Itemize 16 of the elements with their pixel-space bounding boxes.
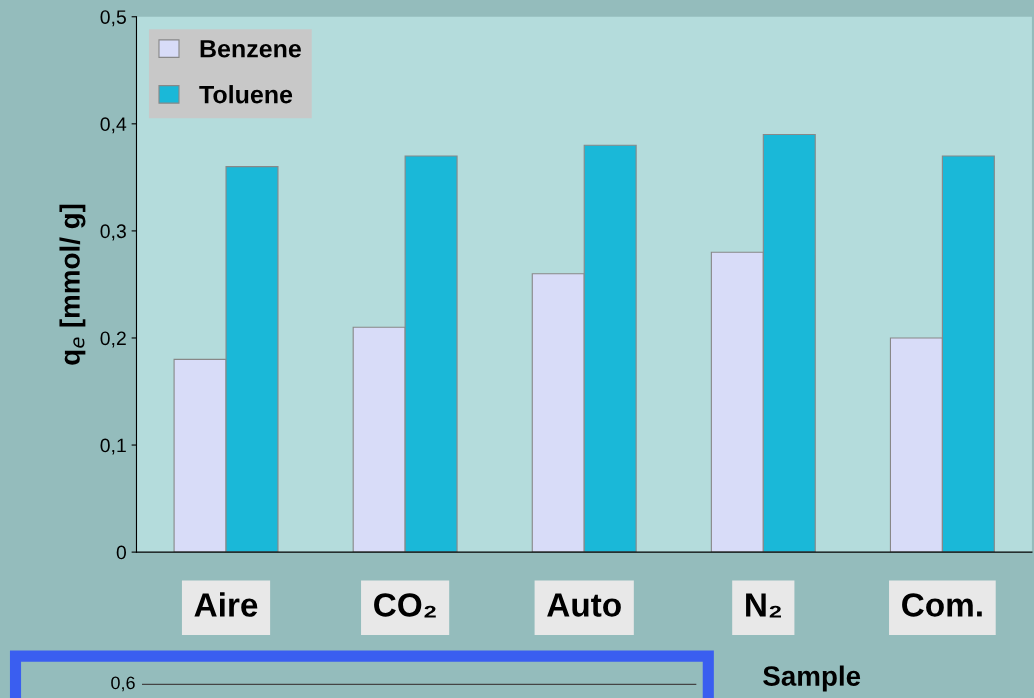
y-tick-label: 0,4 <box>100 117 127 134</box>
x-tick-label: CO₂ <box>374 593 436 618</box>
legend-label: Toluene <box>199 85 293 104</box>
y-axis-title: q$_{e}$ [mmol/ g] <box>59 204 86 365</box>
y-tick-label: 0,3 <box>100 224 126 241</box>
x-axis-title: Sample <box>763 665 861 692</box>
y-tick-label: 0,5 <box>100 10 126 27</box>
x-tick-label: Auto <box>547 593 621 617</box>
text: 0,6 <box>111 676 135 692</box>
x-tick-label: Aire <box>194 592 258 617</box>
x-tick-label: N₂ <box>746 593 781 618</box>
y-tick-label: 0 <box>116 545 127 560</box>
x-tick-label: Com. <box>902 593 982 617</box>
y-tick-label: 0,1 <box>100 438 126 455</box>
legend-label: Benzene <box>200 40 301 58</box>
y-tick-label: 0,2 <box>100 331 126 348</box>
